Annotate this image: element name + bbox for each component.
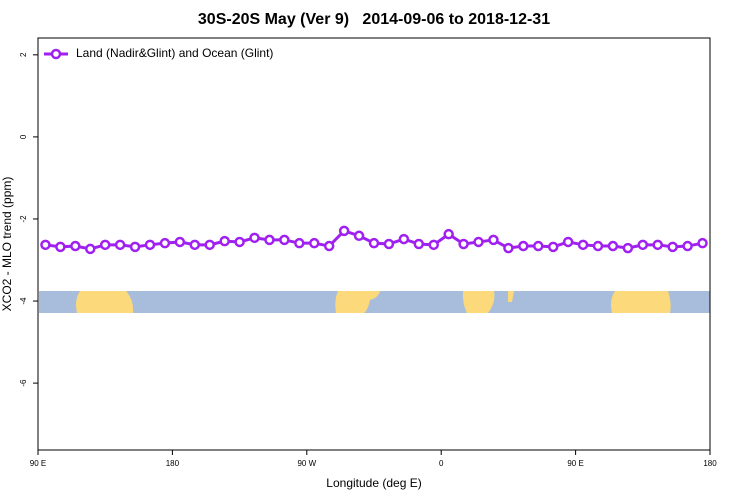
point (652, 239, 663, 251)
x-tick-label: 180 (166, 459, 180, 468)
y-tick-label: 2 (19, 52, 28, 57)
point (488, 234, 499, 246)
point (518, 240, 529, 252)
point (309, 237, 320, 249)
point (70, 240, 81, 252)
point (458, 238, 469, 250)
plot-frame (37, 37, 711, 451)
point (338, 225, 350, 237)
chart-title: 30S-20S May (Ver 9) 2014-09-06 to 2018-1… (198, 11, 550, 28)
point (697, 237, 708, 249)
point (607, 240, 619, 252)
point (55, 241, 66, 253)
point (174, 236, 186, 248)
point (533, 240, 544, 252)
y-axis-label: XCO2 - MLO trend (ppm) (0, 177, 14, 312)
point (323, 240, 335, 252)
point (398, 233, 410, 245)
point (682, 240, 693, 252)
point (428, 239, 439, 251)
point (413, 238, 425, 250)
legend-marker (50, 48, 62, 60)
point (637, 239, 649, 251)
x-tick-label: 90 E (30, 459, 46, 468)
land-ocean-strip (39, 291, 710, 313)
legend-label: Land (Nadir&Glint) and Ocean (Glint) (76, 46, 273, 60)
y-tick-label: 0 (19, 134, 28, 139)
point (353, 230, 365, 242)
point (592, 240, 604, 252)
point (129, 241, 141, 253)
point (279, 234, 290, 246)
point (189, 239, 201, 251)
point (40, 239, 51, 251)
point (667, 241, 678, 253)
point (622, 242, 634, 254)
point (114, 239, 126, 251)
y-tick-label: -4 (19, 297, 28, 305)
point (99, 239, 111, 251)
point (443, 228, 454, 240)
y-tick-label: -2 (19, 215, 28, 223)
point (503, 242, 514, 254)
y-tick-label: -6 (19, 379, 28, 387)
point (577, 239, 589, 251)
point (368, 237, 380, 249)
point (234, 236, 245, 248)
point (85, 243, 96, 255)
point (204, 239, 215, 251)
point (219, 235, 230, 247)
x-tick-label: 90 E (567, 459, 583, 468)
x-tick-label: 0 (439, 459, 444, 468)
point (159, 237, 171, 249)
point (473, 236, 484, 248)
x-axis-label: Longitude (deg E) (326, 476, 421, 490)
point (547, 241, 559, 253)
point (294, 237, 305, 249)
point (249, 232, 260, 244)
x-tick-label: 90 W (297, 459, 316, 468)
point (144, 239, 156, 251)
point (264, 234, 275, 246)
x-tick-label: 180 (703, 459, 717, 468)
point (562, 236, 574, 248)
point (383, 238, 395, 250)
